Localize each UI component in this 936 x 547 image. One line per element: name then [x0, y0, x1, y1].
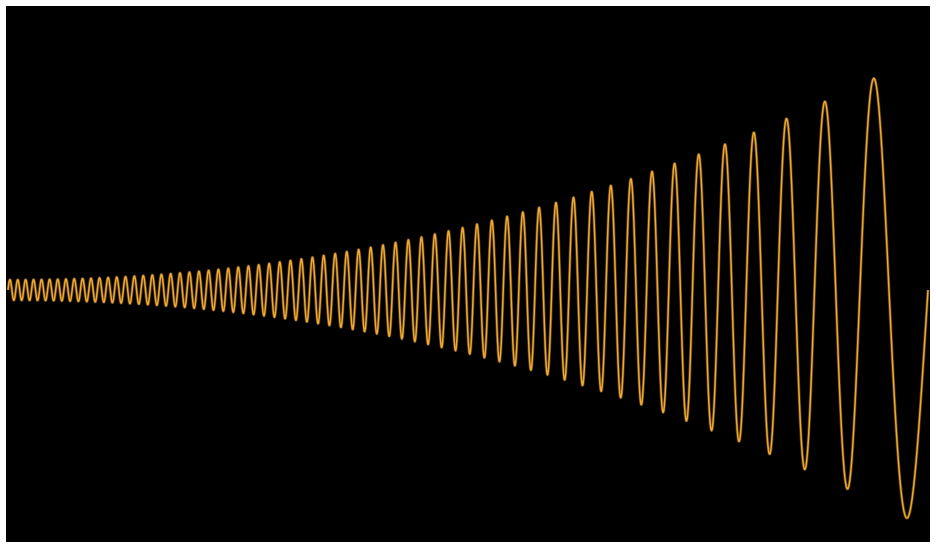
oscilloscope-screen: [6, 6, 930, 542]
series-layer: [6, 76, 930, 520]
series-0-line: [7, 77, 929, 519]
waveform-plot: [6, 6, 930, 542]
plot-background: [6, 6, 930, 542]
